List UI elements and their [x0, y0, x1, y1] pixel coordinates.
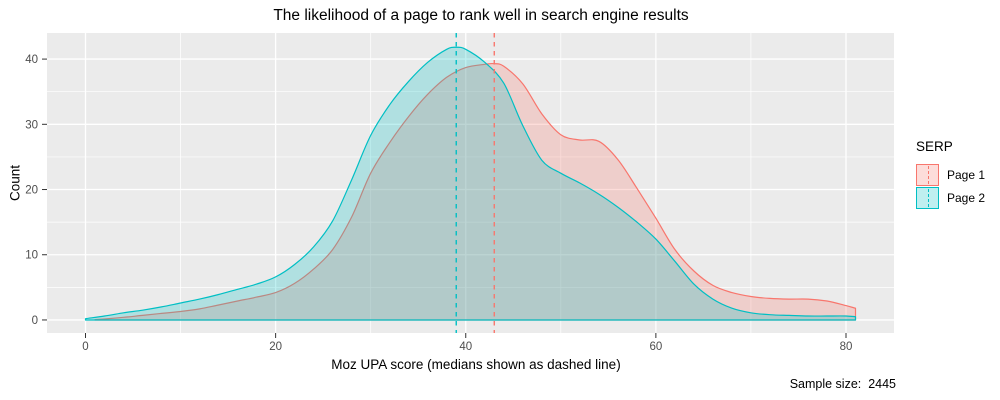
- legend-item: Page 1: [916, 163, 985, 186]
- x-tick-label: 80: [840, 341, 853, 353]
- y-tick-label: 20: [25, 185, 38, 197]
- sample-size-caption: Sample size: 2445: [789, 377, 896, 391]
- x-tick-label: 60: [649, 341, 662, 353]
- y-tick-label: 10: [25, 250, 38, 262]
- x-tick-label: 40: [459, 341, 472, 353]
- x-axis-label: Moz UPA score (medians shown as dashed l…: [331, 357, 621, 372]
- legend-label: Page 1: [947, 167, 986, 182]
- legend-swatch-median-dash: [927, 165, 929, 184]
- legend-swatch-median-dash: [927, 188, 929, 207]
- y-tick-label: 30: [25, 119, 38, 131]
- x-tick-label: 0: [82, 341, 88, 353]
- legend-label: Page 2: [947, 190, 986, 205]
- y-tick-label: 40: [25, 54, 38, 66]
- legend: SERP Page 1 Page 2: [916, 139, 985, 209]
- legend-item: Page 2: [916, 186, 985, 209]
- plot-panel: [47, 33, 894, 333]
- chart-title: The likelihood of a page to rank well in…: [273, 7, 689, 24]
- y-axis-label: Count: [7, 164, 23, 202]
- y-tick-label: 0: [32, 315, 38, 327]
- legend-swatch: [916, 163, 939, 186]
- density-area-page-1: [94, 62, 857, 321]
- legend-title: SERP: [916, 139, 953, 154]
- legend-items: Page 1 Page 2: [916, 163, 985, 209]
- legend-swatch: [916, 186, 939, 209]
- x-tick-label: 20: [269, 341, 282, 353]
- density-area-page-2: [84, 46, 857, 321]
